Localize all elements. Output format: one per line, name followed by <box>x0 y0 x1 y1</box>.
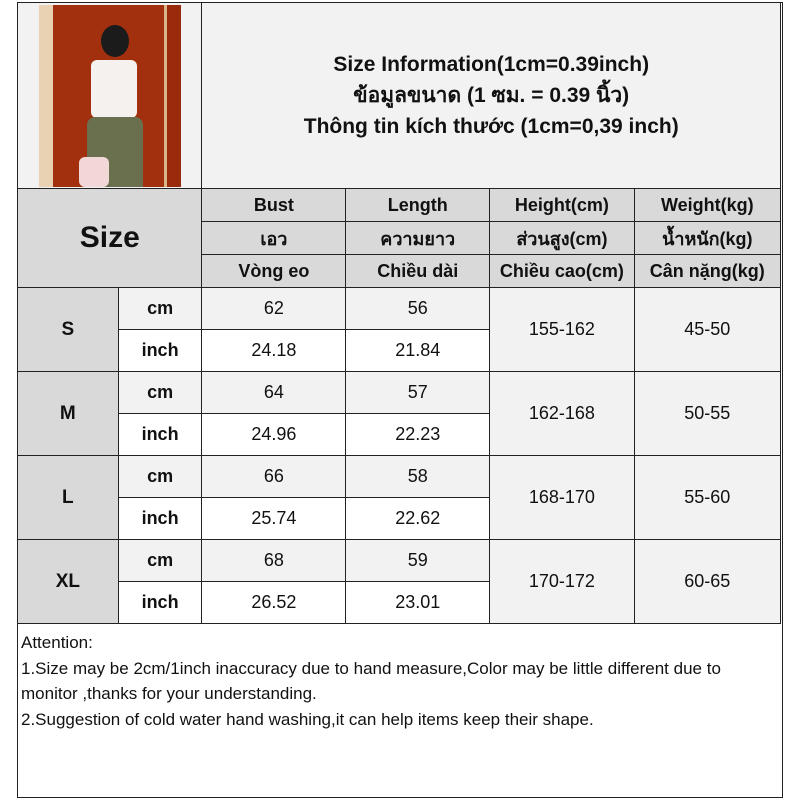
table-row-cm: M cm 64 57 162-168 50-55 <box>17 371 782 456</box>
bust-cm: 64 <box>201 371 347 414</box>
length-cm: 56 <box>345 287 491 330</box>
col-header-th: น้ำหนัก(kg) <box>633 221 782 255</box>
unit-cm: cm <box>117 371 203 414</box>
note-item: 2.Suggestion of cold water hand washing,… <box>21 709 594 729</box>
table-row-inch: inch 25.74 22.62 <box>18 497 781 540</box>
size-chart: Size Information(1cm=0.39inch) ข้อมูลขนา… <box>16 2 783 798</box>
col-header-th: เอว <box>201 221 347 255</box>
weight-range: 45-50 <box>633 287 782 372</box>
col-header-en: Length <box>345 188 491 222</box>
unit-cm: cm <box>117 539 203 582</box>
unit-inch: inch <box>117 497 203 540</box>
title-cell: Size Information(1cm=0.39inch) ข้อมูลขนา… <box>201 2 781 189</box>
table-row-cm: L cm 66 58 168-170 55-60 <box>17 455 782 540</box>
height-range: 155-162 <box>489 287 635 372</box>
weight-range: 55-60 <box>633 455 782 540</box>
length-cm: 59 <box>345 539 491 582</box>
product-photo <box>38 4 181 187</box>
col-header-en: Height(cm) <box>489 188 635 222</box>
product-photo-cell <box>16 2 203 189</box>
col-header-vi: Cân nặng(kg) <box>633 254 782 288</box>
size-header: Size <box>16 188 203 288</box>
length-inch: 22.23 <box>345 413 491 456</box>
title-en: Size Information(1cm=0.39inch) <box>333 53 650 76</box>
height-range: 162-168 <box>489 371 635 456</box>
unit-cm: cm <box>117 455 203 498</box>
weight-range: 50-55 <box>633 371 782 456</box>
size-label: L <box>17 455 119 540</box>
col-header-en: Weight(kg) <box>633 188 782 222</box>
notes: Attention: 1.Size may be 2cm/1inch inacc… <box>21 630 781 732</box>
length-inch: 23.01 <box>345 581 491 624</box>
length-cm: 58 <box>345 455 491 498</box>
col-header-th: ความยาว <box>345 221 491 255</box>
bust-inch: 25.74 <box>201 497 347 540</box>
col-header-vi: Chiều cao(cm) <box>489 254 635 288</box>
table-row-inch: inch 24.96 22.23 <box>18 413 781 456</box>
bust-cm: 62 <box>201 287 347 330</box>
title-th: ข้อมูลขนาด (1 ซม. = 0.39 นิ้ว) <box>353 84 630 107</box>
table-row-cm: XL cm 68 59 170-172 60-65 <box>17 539 782 624</box>
bust-cm: 66 <box>201 455 347 498</box>
bust-inch: 26.52 <box>201 581 347 624</box>
size-label: S <box>17 287 119 372</box>
bust-inch: 24.96 <box>201 413 347 456</box>
unit-inch: inch <box>117 413 203 456</box>
col-header-vi: Vòng eo <box>201 254 347 288</box>
table-row-inch: inch 26.52 23.01 <box>18 581 781 624</box>
note-item: 1.Size may be 2cm/1inch inaccuracy due t… <box>21 658 721 704</box>
col-header-vi: Chiều dài <box>345 254 491 288</box>
bust-cm: 68 <box>201 539 347 582</box>
size-label: XL <box>17 539 119 624</box>
notes-heading: Attention: <box>21 633 93 652</box>
height-range: 168-170 <box>489 455 635 540</box>
size-label: M <box>17 371 119 456</box>
col-header-en: Bust <box>201 188 347 222</box>
bust-inch: 24.18 <box>201 329 347 372</box>
title-vi: Thông tin kích thước (1cm=0,39 inch) <box>303 115 679 138</box>
size-table: Size Information(1cm=0.39inch) ข้อมูลขนา… <box>16 2 782 624</box>
length-cm: 57 <box>345 371 491 414</box>
col-header-th: ส่วนสูง(cm) <box>489 221 635 255</box>
length-inch: 22.62 <box>345 497 491 540</box>
table-row-cm: S cm 62 56 155-162 45-50 <box>17 287 782 372</box>
table-row-inch: inch 24.18 21.84 <box>18 329 781 372</box>
height-range: 170-172 <box>489 539 635 624</box>
unit-cm: cm <box>117 287 203 330</box>
unit-inch: inch <box>117 329 203 372</box>
weight-range: 60-65 <box>633 539 782 624</box>
unit-inch: inch <box>117 581 203 624</box>
length-inch: 21.84 <box>345 329 491 372</box>
